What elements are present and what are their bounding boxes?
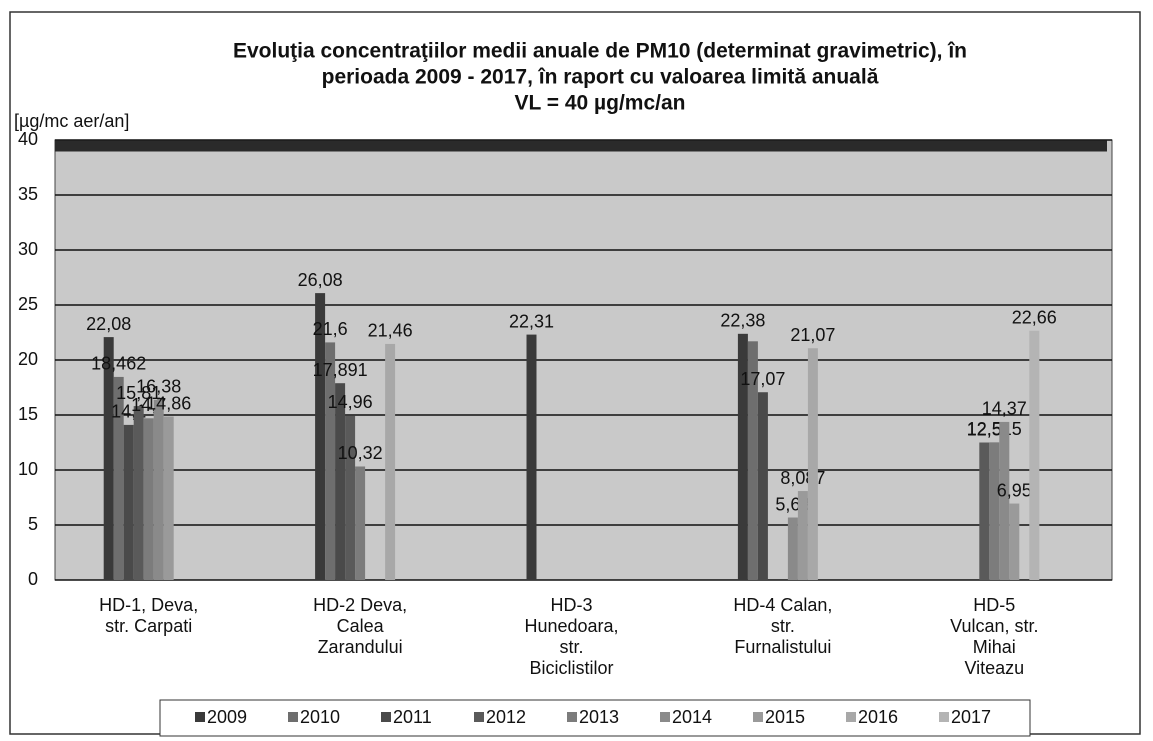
data-label: 14,96	[328, 392, 373, 412]
y-tick-label: 30	[18, 239, 38, 259]
x-tick-label: HD-5	[973, 595, 1015, 615]
legend-label: 2013	[579, 707, 619, 727]
bar	[143, 418, 154, 580]
x-tick-label: HD-2 Deva,	[313, 595, 407, 615]
data-label: 8,087	[780, 468, 825, 488]
bar	[999, 421, 1010, 580]
x-tick-label: HD-3	[550, 595, 592, 615]
y-tick-label: 15	[18, 404, 38, 424]
y-tick-label: 0	[28, 569, 38, 589]
data-label: 16,38	[136, 377, 181, 397]
data-label: 18,462	[91, 354, 146, 374]
x-tick-label: Hunedoara,	[524, 616, 618, 636]
data-label: 21,6	[313, 319, 348, 339]
legend-swatch	[846, 712, 856, 722]
data-label: 14,37	[982, 399, 1027, 419]
bar	[385, 343, 396, 580]
bar	[797, 491, 808, 580]
bar	[787, 517, 798, 580]
legend-swatch	[474, 712, 484, 722]
legend-label: 2010	[300, 707, 340, 727]
x-tick-label: Vulcan, str.	[950, 616, 1038, 636]
legend-swatch	[381, 712, 391, 722]
bar	[1009, 503, 1020, 580]
bar	[133, 406, 144, 580]
bar	[526, 334, 537, 580]
legend-label: 2011	[393, 707, 432, 727]
bar	[747, 341, 758, 580]
bar	[355, 466, 366, 580]
data-label: 22,66	[1012, 307, 1057, 327]
bar	[325, 342, 336, 580]
data-label: 12,5	[967, 419, 1002, 439]
data-label: 17,891	[313, 360, 368, 380]
data-label: 10,32	[338, 443, 383, 463]
y-tick-label: 40	[18, 129, 38, 149]
bar	[103, 337, 114, 580]
bar	[979, 442, 990, 580]
y-tick-label: 10	[18, 459, 38, 479]
data-label: 17,07	[740, 369, 785, 389]
x-tick-label: HD-4 Calan,	[733, 595, 832, 615]
bar	[737, 333, 748, 580]
x-tick-label: Viteazu	[964, 658, 1024, 678]
bar	[163, 416, 174, 580]
data-label: 14,86	[146, 393, 191, 413]
data-label: 22,38	[720, 311, 765, 331]
bar	[315, 293, 326, 580]
x-tick-label: str. Carpati	[105, 616, 192, 636]
legend-label: 2009	[207, 707, 247, 727]
legend-swatch	[660, 712, 670, 722]
x-tick-label: HD-1, Deva,	[99, 595, 198, 615]
y-axis-label: [µg/mc aer/an]	[14, 111, 129, 131]
legend-label: 2016	[858, 707, 898, 727]
bar	[807, 348, 818, 580]
legend-label: 2015	[765, 707, 805, 727]
legend-swatch	[288, 712, 298, 722]
bar	[989, 442, 1000, 580]
bar	[153, 399, 164, 580]
legend-label: 2014	[672, 707, 712, 727]
chart-title: perioada 2009 - 2017, în raport cu valoa…	[322, 66, 879, 89]
data-label: 26,08	[298, 270, 343, 290]
legend-swatch	[753, 712, 763, 722]
legend-label: 2012	[486, 707, 526, 727]
data-label: 6,95	[997, 480, 1032, 500]
x-tick-label: str.	[771, 616, 795, 636]
chart-title: VL = 40 µg/mc/an	[514, 92, 685, 115]
data-label: 15,81	[116, 383, 161, 403]
y-tick-label: 25	[18, 294, 38, 314]
y-tick-label: 35	[18, 184, 38, 204]
chart-title: Evoluţia concentraţiilor medii anuale de…	[233, 40, 967, 63]
y-tick-label: 20	[18, 349, 38, 369]
data-label: 21,07	[790, 325, 835, 345]
legend-label: 2017	[951, 707, 991, 727]
bar	[335, 383, 346, 580]
x-tick-label: Furnalistului	[734, 637, 831, 657]
bar	[113, 376, 124, 580]
x-tick-label: Mihai	[973, 637, 1016, 657]
bar	[123, 424, 134, 580]
bar	[1029, 330, 1040, 580]
x-tick-label: Biciclistilor	[529, 658, 613, 678]
legend-swatch	[195, 712, 205, 722]
data-label: 21,46	[368, 321, 413, 341]
x-tick-label: Calea	[337, 616, 385, 636]
legend-box	[159, 699, 1031, 737]
bar	[757, 392, 768, 580]
legend-swatch	[567, 712, 577, 722]
data-label: 22,08	[86, 314, 131, 334]
data-label: 22,31	[509, 311, 554, 331]
bar	[345, 415, 356, 580]
legend-swatch	[939, 712, 949, 722]
y-tick-label: 5	[28, 514, 38, 534]
x-tick-label: Zarandului	[318, 637, 403, 657]
data-label: 12,515	[967, 419, 1022, 439]
x-tick-label: str.	[559, 637, 583, 657]
